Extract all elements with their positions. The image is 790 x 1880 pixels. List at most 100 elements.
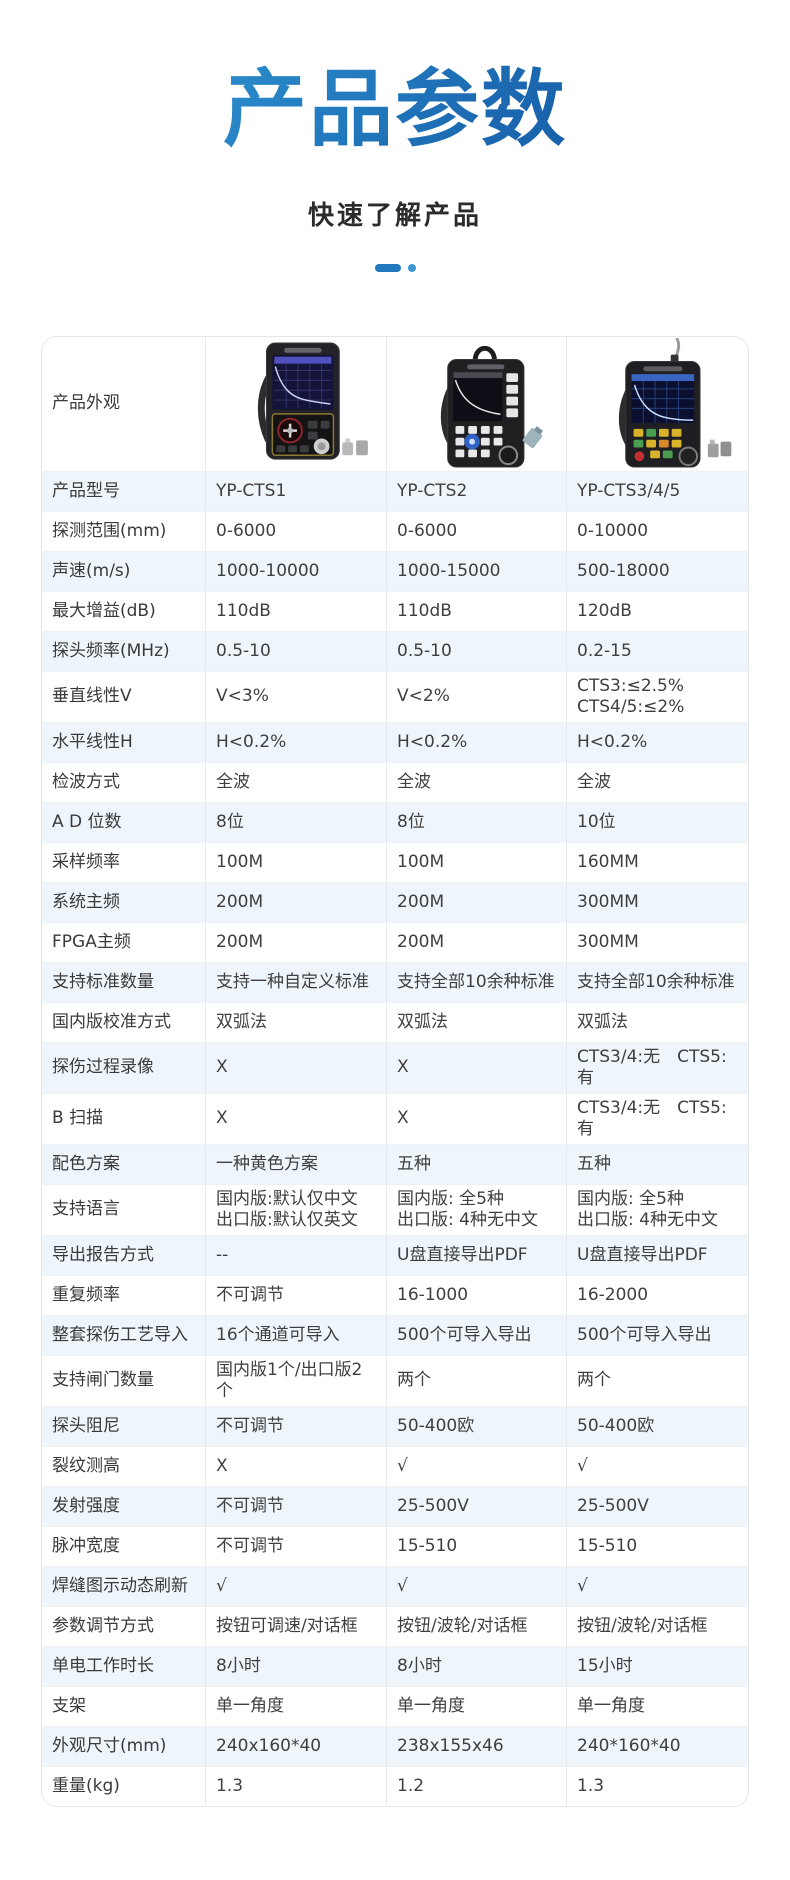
row-value: √ xyxy=(386,1566,566,1606)
row-value: √ xyxy=(566,1566,746,1606)
row-value: 50-400欧 xyxy=(386,1406,566,1446)
row-label: 整套探伤工艺导入 xyxy=(52,1324,188,1345)
row-value: √ xyxy=(386,1446,566,1486)
row-label: 脉冲宽度 xyxy=(52,1535,120,1556)
row-value: 0.2-15 xyxy=(566,631,746,671)
row-value: 50-400欧 xyxy=(566,1406,746,1446)
row-label: 探测范围(mm) xyxy=(52,520,167,541)
row-value: 双弧法 xyxy=(386,1002,566,1042)
row-value: X xyxy=(205,1446,386,1486)
row-value: 一种黄色方案 xyxy=(205,1144,386,1184)
table-row: 整套探伤工艺导入 16个通道可导入 500个可导入导出 500个可导入导出 xyxy=(42,1314,748,1355)
row-value: 100M xyxy=(205,842,386,882)
row-label: 声速(m/s) xyxy=(52,560,131,581)
row-label: 采样频率 xyxy=(52,851,120,872)
table-row: 导出报告方式 -- U盘直接导出PDF U盘直接导出PDF xyxy=(42,1234,748,1275)
row-value: 25-500V xyxy=(566,1486,746,1526)
row-value: H<0.2% xyxy=(566,722,746,762)
row-value: 8位 xyxy=(205,802,386,842)
row-label: 产品型号 xyxy=(52,480,120,501)
row-value: 240*160*40 xyxy=(566,1726,746,1766)
table-row: 国内版校准方式 双弧法 双弧法 双弧法 xyxy=(42,1001,748,1042)
row-value: -- xyxy=(205,1235,386,1275)
row-value: 国内版:默认仅中文 出口版:默认仅英文 xyxy=(205,1184,386,1235)
row-value: 15-510 xyxy=(566,1526,746,1566)
table-row: 系统主频 200M 200M 300MM xyxy=(42,881,748,922)
row-label: 裂纹测高 xyxy=(52,1455,120,1476)
row-value: V<2% xyxy=(386,671,566,722)
row-label: 国内版校准方式 xyxy=(52,1011,171,1032)
row-value: 15小时 xyxy=(566,1646,746,1686)
row-value: 1.3 xyxy=(566,1766,746,1806)
row-label: 最大增益(dB) xyxy=(52,600,156,621)
table-row: B 扫描 X X CTS3/4:无 CTS5:有 xyxy=(42,1092,748,1144)
table-row: 单电工作时长 8小时 8小时 15小时 xyxy=(42,1645,748,1686)
row-value: 0-6000 xyxy=(386,511,566,551)
table-row: 探头阻尼 不可调节 50-400欧 50-400欧 xyxy=(42,1405,748,1446)
row-value: 1000-10000 xyxy=(205,551,386,591)
row-label: 水平线性H xyxy=(52,731,133,752)
table-row: 探伤过程录像 X X CTS3/4:无 CTS5:有 xyxy=(42,1041,748,1093)
row-label: 焊缝图示动态刷新 xyxy=(52,1575,188,1596)
row-label: A D 位数 xyxy=(52,811,122,832)
table-row: 外观尺寸(mm) 240x160*40 238x155x46 240*160*40 xyxy=(42,1725,748,1766)
row-value: 240x160*40 xyxy=(205,1726,386,1766)
row-value: 全波 xyxy=(566,762,746,802)
table-row: 支持闸门数量 国内版1个/出口版2个 两个 两个 xyxy=(42,1354,748,1406)
divider-dash-icon xyxy=(374,263,401,272)
row-value: 国内版: 全5种 出口版: 4种无中文 xyxy=(566,1184,746,1235)
product-image-yp-cts3 xyxy=(618,337,731,468)
row-value: 双弧法 xyxy=(205,1002,386,1042)
table-row: 脉冲宽度 不可调节 15-510 15-510 xyxy=(42,1525,748,1566)
table-row: 支架 单一角度 单一角度 单一角度 xyxy=(42,1685,748,1726)
row-label: 检波方式 xyxy=(52,771,120,792)
product-image-cell xyxy=(205,336,386,471)
page-title: 产品参数 xyxy=(0,61,790,156)
row-value: 两个 xyxy=(566,1355,746,1406)
row-value: 300MM xyxy=(566,882,746,922)
row-value: 不可调节 xyxy=(205,1406,386,1446)
row-label: 参数调节方式 xyxy=(52,1615,154,1636)
table-row: FPGA主频 200M 200M 300MM xyxy=(42,921,748,962)
row-value: 1.2 xyxy=(386,1766,566,1806)
row-label: 系统主频 xyxy=(52,891,120,912)
row-label: B 扫描 xyxy=(52,1108,104,1129)
table-row: 最大增益(dB) 110dB 110dB 120dB xyxy=(42,590,748,631)
row-value: 8位 xyxy=(386,802,566,842)
row-value: 238x155x46 xyxy=(386,1726,566,1766)
row-label: 垂直线性V xyxy=(52,686,132,707)
row-value: 国内版: 全5种 出口版: 4种无中文 xyxy=(386,1184,566,1235)
row-value: 单一角度 xyxy=(386,1686,566,1726)
table-row: 发射强度 不可调节 25-500V 25-500V xyxy=(42,1485,748,1526)
row-label: 重量(kg) xyxy=(52,1775,120,1796)
table-row: 焊缝图示动态刷新 √ √ √ xyxy=(42,1565,748,1606)
row-value: √ xyxy=(566,1446,746,1486)
row-value: √ xyxy=(205,1566,386,1606)
row-value: 110dB xyxy=(386,591,566,631)
row-value: 单一角度 xyxy=(566,1686,746,1726)
table-row: 检波方式 全波 全波 全波 xyxy=(42,761,748,802)
row-value: 500个可导入导出 xyxy=(566,1315,746,1355)
table-row: 水平线性H H<0.2% H<0.2% H<0.2% xyxy=(42,721,748,762)
row-value: X xyxy=(205,1042,386,1093)
page-subtitle: 快速了解产品 xyxy=(307,201,482,232)
row-value: 100M xyxy=(386,842,566,882)
row-value: 110dB xyxy=(205,591,386,631)
row-label: 发射强度 xyxy=(52,1495,120,1516)
table-row: 支持标准数量 支持一种自定义标准 支持全部10余种标准 支持全部10余种标准 xyxy=(42,961,748,1002)
row-value: 200M xyxy=(386,922,566,962)
row-value: 1000-15000 xyxy=(386,551,566,591)
table-row: 探头频率(MHz) 0.5-10 0.5-10 0.2-15 xyxy=(42,630,748,671)
row-value: 单一角度 xyxy=(205,1686,386,1726)
row-value: 全波 xyxy=(205,762,386,802)
table-row: 配色方案 一种黄色方案 五种 五种 xyxy=(42,1143,748,1184)
row-value: YP-CTS2 xyxy=(386,471,566,511)
row-label: 配色方案 xyxy=(52,1153,120,1174)
row-value: CTS3:≤2.5% CTS4/5:≤2% xyxy=(566,671,746,722)
row-label: 外观尺寸(mm) xyxy=(52,1735,167,1756)
divider-dot-icon xyxy=(407,263,416,272)
table-row: 参数调节方式 按钮可调速/对话框 按钮/波轮/对话框 按钮/波轮/对话框 xyxy=(42,1605,748,1646)
row-label: 支架 xyxy=(52,1695,86,1716)
row-value: X xyxy=(205,1093,386,1144)
